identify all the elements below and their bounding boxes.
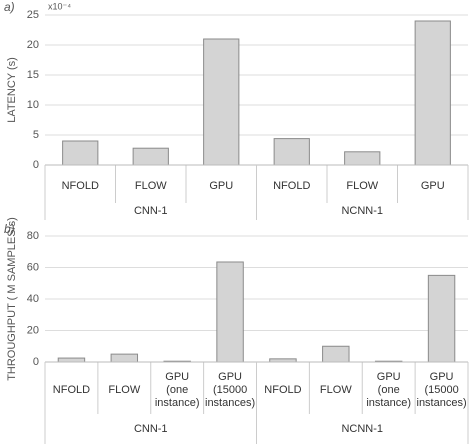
x-tick-label: FLOW — [346, 179, 379, 192]
x-tick-label: NFOLD — [273, 179, 311, 192]
y-tick-label: 25 — [27, 9, 39, 21]
x-tick-label: GPU (one instance) — [366, 370, 411, 409]
x-tick-label: GPU — [209, 179, 234, 192]
bar — [110, 353, 139, 363]
x-tick-label: NFOLD — [264, 383, 302, 396]
panel-label: b) — [4, 222, 15, 236]
y-axis-title: THROUGHPUT ( M SAMPLES/s) — [6, 217, 18, 381]
bar — [427, 274, 456, 363]
x-tick-label: FLOW — [108, 383, 141, 396]
y-tick-label: 80 — [27, 230, 39, 242]
bar — [57, 357, 86, 363]
bar — [322, 345, 350, 363]
bar — [344, 151, 381, 166]
bar — [62, 140, 99, 166]
x-tick-label: GPU (15000 instances) — [416, 370, 467, 409]
y-tick-label: 15 — [27, 69, 39, 81]
group-label: NCNN-1 — [341, 422, 384, 435]
bar — [273, 138, 310, 166]
y-tick-label: 10 — [27, 99, 39, 111]
bar — [203, 38, 240, 166]
x-tick-label: GPU (one instance) — [154, 370, 200, 409]
y-tick-label: 60 — [27, 261, 39, 273]
x-tick-label: GPU — [420, 179, 445, 192]
y-tick-label: 20 — [27, 324, 39, 336]
x-tick-label: NFOLD — [61, 179, 99, 192]
panel-label: a) — [4, 0, 15, 14]
y-axis-title: LATENCY (s) — [6, 57, 18, 123]
y-tick-label: 5 — [33, 129, 39, 141]
group-label: CNN-1 — [133, 422, 168, 435]
y-tick-label: 40 — [27, 293, 39, 305]
x-tick-label: FLOW — [134, 179, 167, 192]
y-tick-label: 0 — [33, 159, 39, 171]
bar — [414, 20, 451, 166]
bar — [132, 147, 169, 166]
x-tick-label: GPU (15000 instances) — [205, 370, 256, 409]
y-tick-label: 0 — [33, 356, 39, 368]
y-tick-label: 20 — [27, 39, 39, 51]
group-label: CNN-1 — [133, 205, 168, 217]
y-multiplier: x10⁻⁴ — [48, 1, 71, 11]
group-label: NCNN-1 — [341, 205, 384, 217]
x-tick-label: NFOLD — [52, 383, 91, 396]
bar — [216, 261, 244, 363]
x-tick-label: FLOW — [319, 383, 352, 396]
